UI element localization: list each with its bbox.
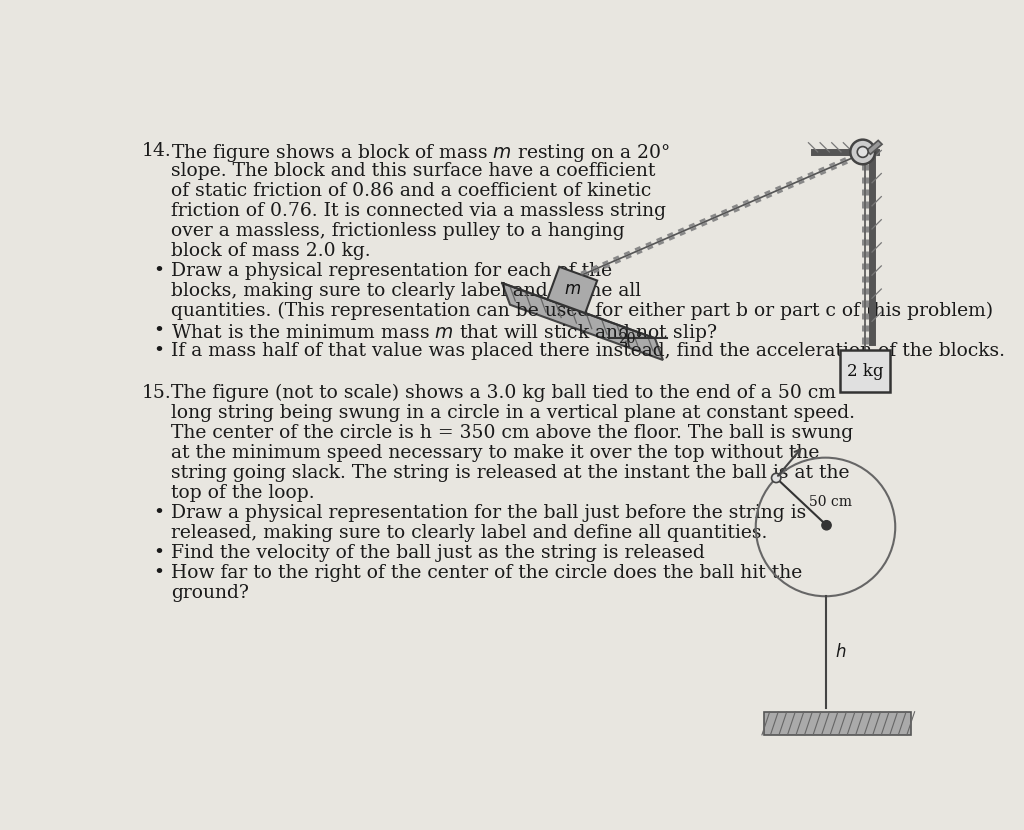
Text: $m$: $m$ <box>564 281 581 299</box>
Text: slope. The block and this surface have a coefficient: slope. The block and this surface have a… <box>171 162 655 180</box>
Text: •: • <box>153 322 164 340</box>
Text: Draw a physical representation for the ball just before the string is: Draw a physical representation for the b… <box>171 504 806 522</box>
Text: If a mass half of that value was placed there instead, find the acceleration of : If a mass half of that value was placed … <box>171 342 1005 360</box>
Bar <box>840 350 890 393</box>
Text: ground?: ground? <box>171 584 249 602</box>
Text: 14.: 14. <box>142 142 172 160</box>
Text: top of the loop.: top of the loop. <box>171 484 314 502</box>
Polygon shape <box>548 266 597 313</box>
Text: Draw a physical representation for each of the: Draw a physical representation for each … <box>171 262 611 280</box>
Text: •: • <box>153 544 164 562</box>
Text: released, making sure to clearly label and define all quantities.: released, making sure to clearly label a… <box>171 524 767 542</box>
Text: •: • <box>153 342 164 360</box>
Text: 50 cm: 50 cm <box>809 495 852 509</box>
Text: $h$: $h$ <box>835 643 846 661</box>
Text: The center of the circle is h = 350 cm above the floor. The ball is swung: The center of the circle is h = 350 cm a… <box>171 424 853 442</box>
Text: The figure shows a block of mass $m$ resting on a 20°: The figure shows a block of mass $m$ res… <box>171 142 670 164</box>
Text: blocks, making sure to clearly label and define all: blocks, making sure to clearly label and… <box>171 282 641 300</box>
Text: The figure (not to scale) shows a 3.0 kg ball tied to the end of a 50 cm: The figure (not to scale) shows a 3.0 kg… <box>171 383 836 402</box>
Bar <box>764 712 910 735</box>
Text: •: • <box>153 504 164 522</box>
Text: of static friction of 0.86 and a coefficient of kinetic: of static friction of 0.86 and a coeffic… <box>171 182 651 200</box>
Text: friction of 0.76. It is connected via a massless string: friction of 0.76. It is connected via a … <box>171 202 666 220</box>
Circle shape <box>857 147 868 158</box>
Text: •: • <box>153 262 164 280</box>
Text: 2 kg: 2 kg <box>847 363 884 379</box>
Circle shape <box>822 520 831 530</box>
Polygon shape <box>866 140 882 154</box>
Polygon shape <box>502 283 663 360</box>
Text: block of mass 2.0 kg.: block of mass 2.0 kg. <box>171 242 371 260</box>
Text: quantities. (This representation can be used for either part b or part c of this: quantities. (This representation can be … <box>171 302 992 320</box>
Text: long string being swung in a circle in a vertical plane at constant speed.: long string being swung in a circle in a… <box>171 403 855 422</box>
Text: 20°: 20° <box>617 332 642 346</box>
Text: •: • <box>153 564 164 582</box>
Text: over a massless, frictionless pulley to a hanging: over a massless, frictionless pulley to … <box>171 222 625 240</box>
Text: Find the velocity of the ball just as the string is released: Find the velocity of the ball just as th… <box>171 544 705 562</box>
Text: string going slack. The string is released at the instant the ball is at the: string going slack. The string is releas… <box>171 464 849 481</box>
Text: What is the minimum mass $m$ that will stick and not slip?: What is the minimum mass $m$ that will s… <box>171 322 717 344</box>
Text: at the minimum speed necessary to make it over the top without the: at the minimum speed necessary to make i… <box>171 444 819 461</box>
Circle shape <box>850 139 876 164</box>
Circle shape <box>771 473 781 482</box>
Text: 15.: 15. <box>142 383 172 402</box>
Text: How far to the right of the center of the circle does the ball hit the: How far to the right of the center of th… <box>171 564 802 582</box>
